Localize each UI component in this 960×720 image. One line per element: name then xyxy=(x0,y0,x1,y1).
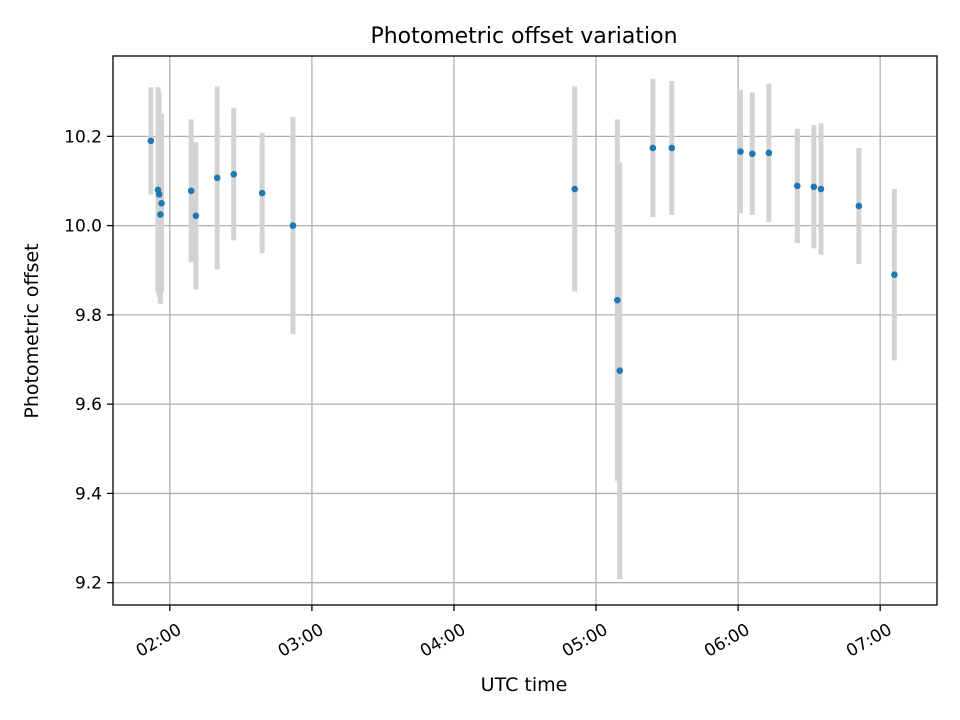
data-point xyxy=(155,191,163,198)
x-tick-label: 02:00 xyxy=(133,620,185,662)
x-tick-label: 06:00 xyxy=(701,620,753,662)
x-tick-label: 03:00 xyxy=(275,620,327,662)
x-axis-label: UTC time xyxy=(481,674,568,696)
x-tick-label: 07:00 xyxy=(843,620,895,662)
y-axis-ticks: 9.2 9.4 9.6 9.8 10.0 10.2 xyxy=(64,127,113,594)
data-point xyxy=(793,182,801,190)
data-point xyxy=(737,148,744,155)
y-axis-label: Photometric offset xyxy=(21,243,43,418)
y-tick-label: 9.2 xyxy=(75,574,102,594)
data-point xyxy=(614,296,621,304)
data-point xyxy=(230,170,238,178)
data-point xyxy=(147,137,155,145)
data-point xyxy=(157,211,164,218)
data-point xyxy=(192,212,200,220)
data-point xyxy=(158,199,165,207)
y-tick-label: 9.6 xyxy=(75,395,102,415)
x-axis-ticks: 02:00 03:00 04:00 05:00 06:00 07:00 xyxy=(133,605,895,662)
data-point xyxy=(616,367,624,374)
data-point xyxy=(668,144,676,152)
data-point xyxy=(213,174,221,182)
data-point xyxy=(765,149,773,157)
x-tick-label: 05:00 xyxy=(559,620,611,662)
data-point xyxy=(289,222,297,229)
data-points xyxy=(147,137,898,374)
grid-lines xyxy=(113,56,937,605)
y-tick-label: 10.2 xyxy=(64,127,102,147)
data-point xyxy=(817,185,825,193)
data-point xyxy=(891,271,898,279)
x-tick-label: 04:00 xyxy=(417,620,469,662)
error-bars xyxy=(148,78,897,580)
data-point xyxy=(187,187,195,195)
data-point xyxy=(749,150,756,158)
y-tick-label: 10.0 xyxy=(64,217,102,237)
data-point xyxy=(810,183,818,191)
plot-frame xyxy=(112,55,938,606)
data-point xyxy=(649,144,657,152)
data-point xyxy=(571,185,579,193)
chart-title: Photometric offset variation xyxy=(370,24,677,49)
y-tick-label: 9.8 xyxy=(75,306,102,326)
data-point xyxy=(258,189,266,197)
y-tick-label: 9.4 xyxy=(75,484,102,504)
data-point xyxy=(855,202,863,210)
